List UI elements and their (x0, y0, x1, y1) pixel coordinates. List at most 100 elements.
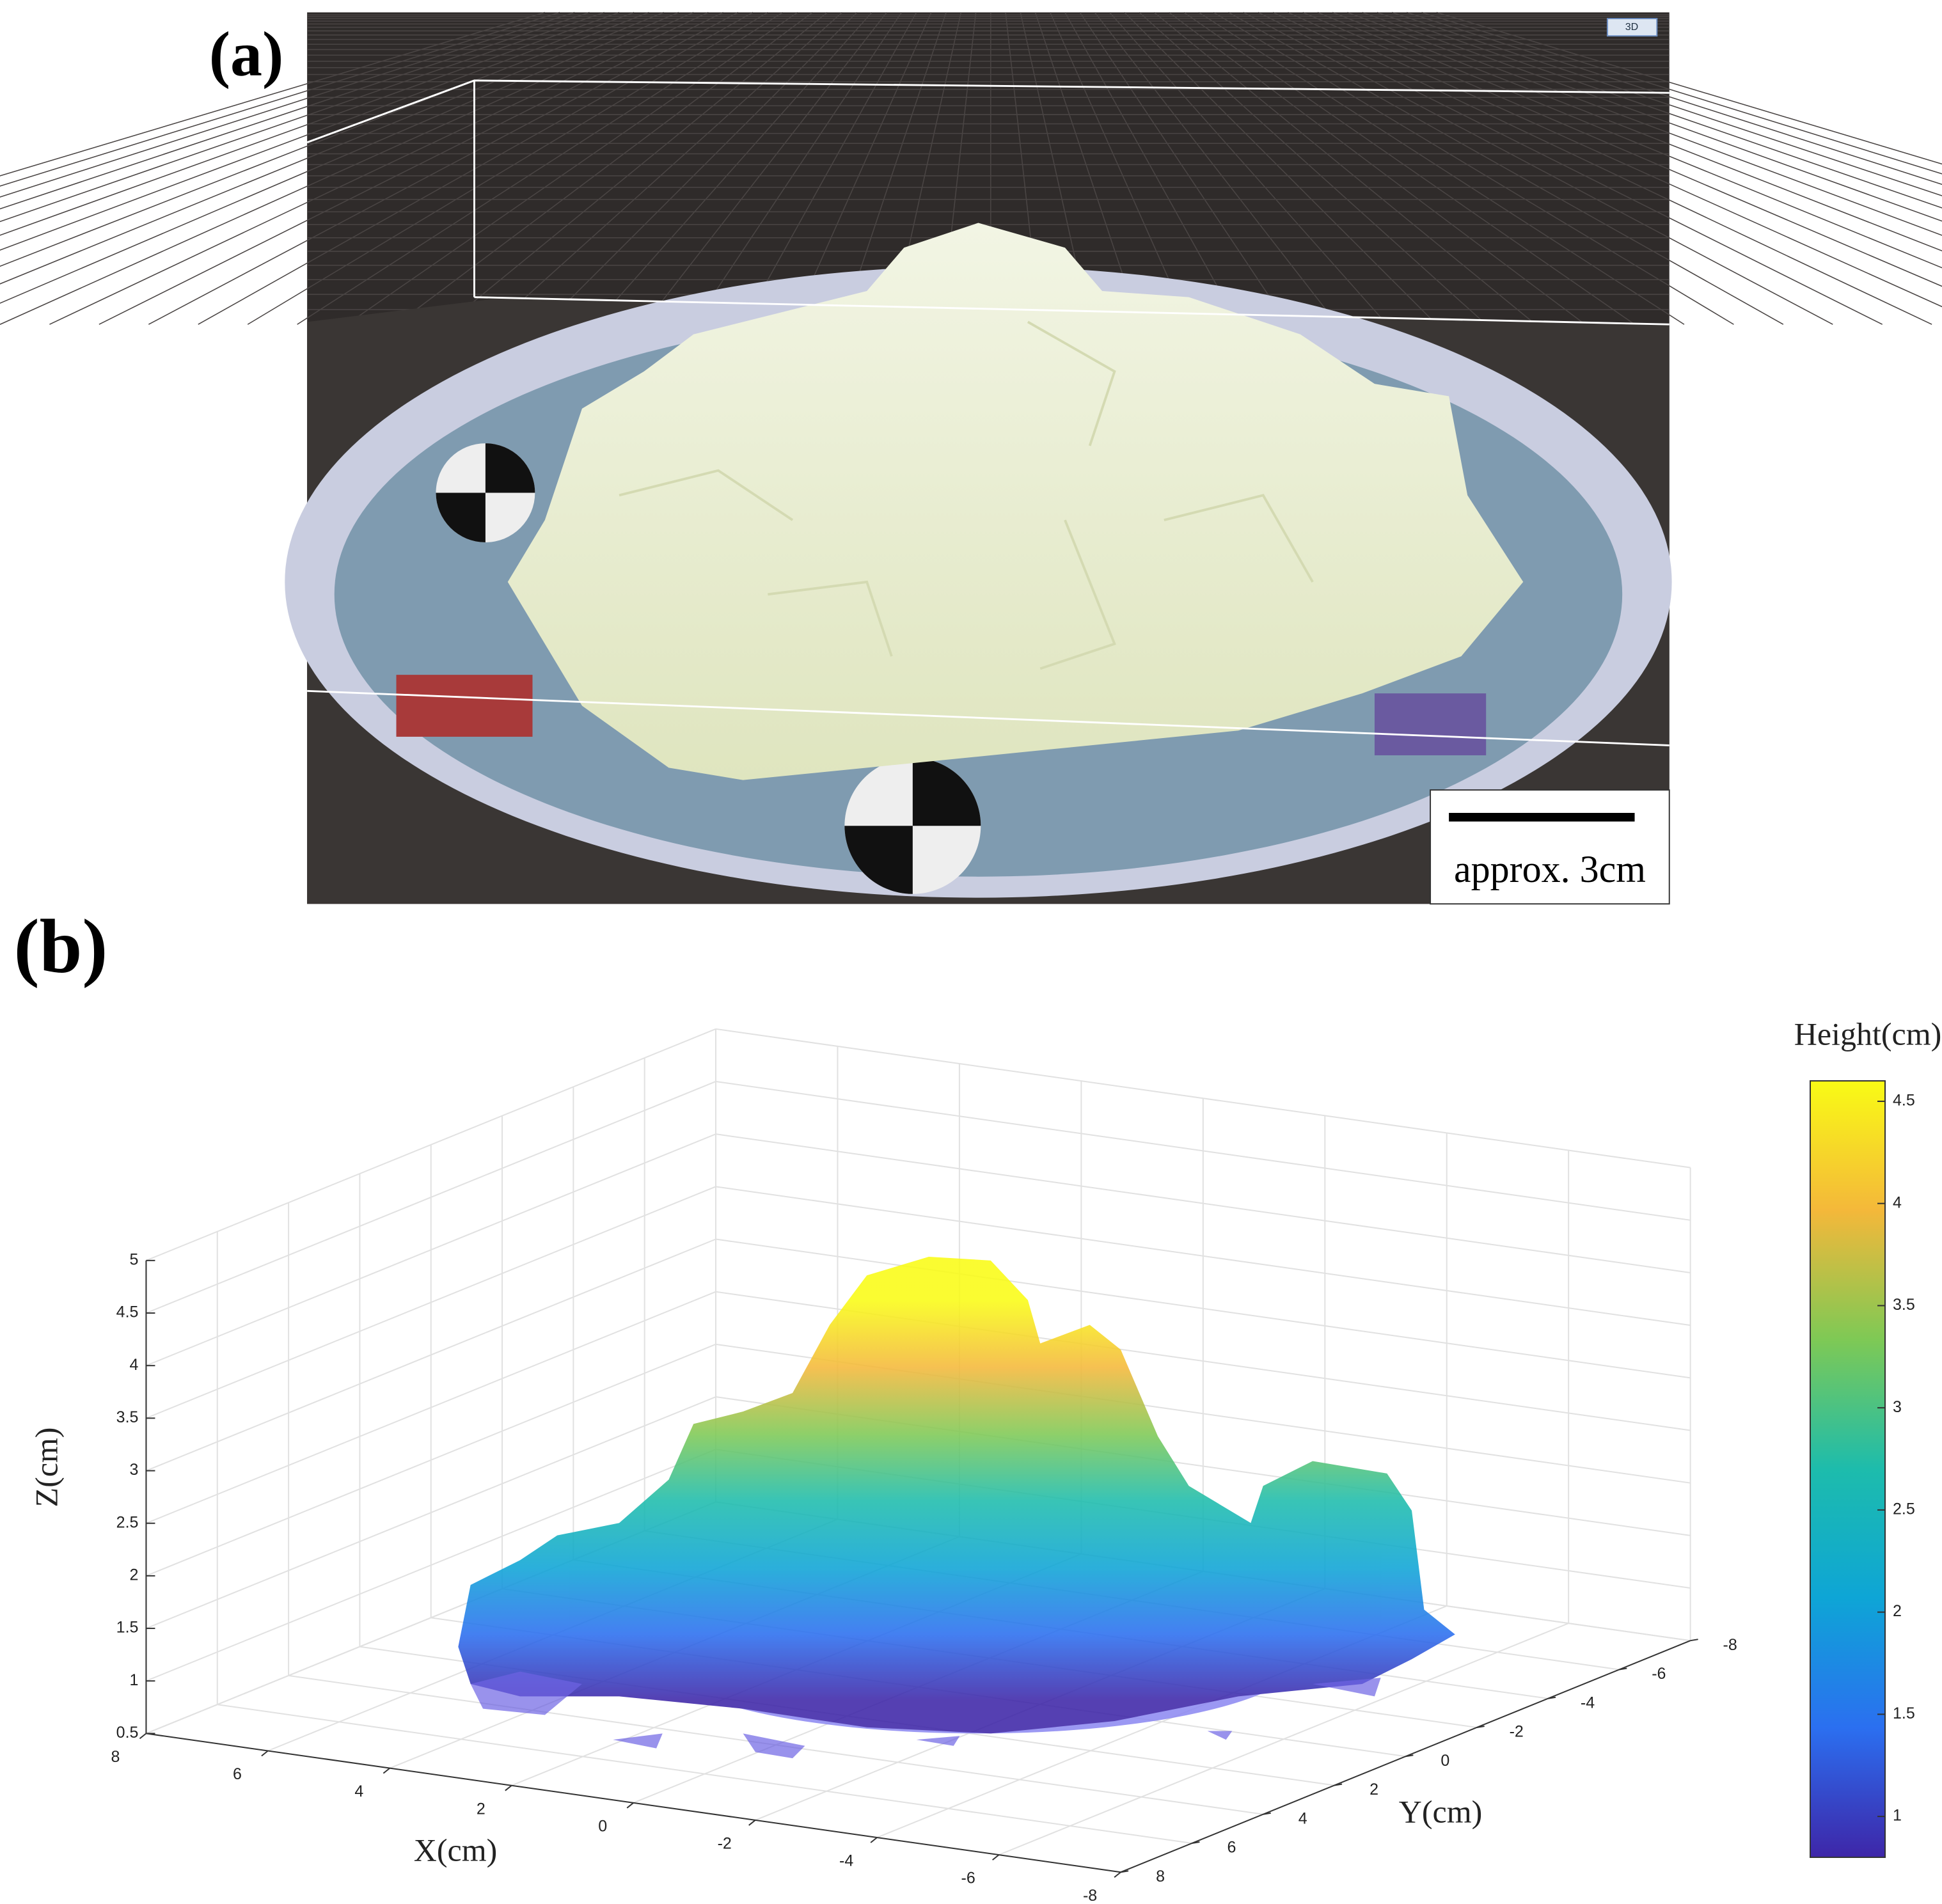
photo-grid-line (742, 12, 917, 325)
photo-grid-line (1064, 12, 1239, 325)
photo (0, 12, 1942, 905)
colorbar-tick-label: 4 (1893, 1193, 1902, 1211)
grid-line (146, 1133, 716, 1367)
pile-detail (619, 320, 1314, 670)
x-tick-label: 4 (354, 1782, 363, 1800)
grid-line (217, 1704, 1192, 1844)
y-tick (1547, 1696, 1556, 1699)
photo-grid-line (247, 12, 768, 325)
x-tick-label: -2 (718, 1835, 732, 1853)
colorbar-tick-label: 1.5 (1893, 1704, 1915, 1722)
photo-grid-line (544, 12, 858, 325)
grid-line (146, 1238, 716, 1472)
surface-body (458, 1257, 1455, 1734)
photo-grid-line (643, 12, 887, 325)
grid-line (715, 1133, 1691, 1273)
x-tick-label: -4 (839, 1852, 853, 1870)
surface-fragments (470, 1671, 1381, 1759)
photo-grid-line (1391, 12, 1942, 196)
scale-bar-box (1430, 789, 1670, 905)
target-quadrant (844, 757, 981, 894)
photo-grid (0, 12, 1942, 325)
photo-grid-line (1421, 12, 1942, 175)
photo-grid-line (1272, 12, 1932, 325)
colorbar-tick-label: 3.5 (1893, 1296, 1915, 1314)
photo-grid-line (0, 12, 546, 177)
photo-grid-line (1169, 12, 1586, 325)
grid-line (146, 1291, 716, 1524)
x-tick-label: 6 (233, 1765, 242, 1783)
x-tick (1114, 1871, 1121, 1878)
x-tick (626, 1802, 634, 1809)
photo-grid-line (0, 12, 575, 198)
photo-grid-line (1139, 12, 1487, 325)
y-axis (1120, 1640, 1691, 1873)
z-tick-label: 0.5 (116, 1724, 139, 1742)
z-tick-label: 1 (130, 1671, 139, 1689)
view-badge-label: 3D (1625, 22, 1638, 33)
photo-grid-line (1034, 12, 1140, 325)
target-quadrant (436, 443, 535, 542)
grid-line (715, 1238, 1691, 1379)
photo-grid-line (1288, 12, 1942, 308)
grid-line (146, 1396, 716, 1629)
photo-grid-line (0, 12, 635, 251)
photo-grid-line (0, 12, 694, 325)
photo-grid-line (1079, 12, 1289, 325)
x-tick-label: 0 (598, 1817, 607, 1835)
photo-grid-line (1109, 12, 1387, 325)
photo-grid-line (0, 12, 649, 267)
z-tick-label: 4.5 (116, 1303, 139, 1321)
photo-grid-line (1436, 12, 1942, 165)
y-tick (1690, 1639, 1698, 1642)
x-tick (383, 1767, 390, 1774)
view-badge (1606, 18, 1658, 37)
y-tick (1334, 1783, 1343, 1786)
panel-label: (a) (209, 19, 284, 90)
photo-grid-line (148, 12, 739, 325)
photo-grid-line (396, 12, 813, 325)
colorbar-tick-label: 2.5 (1893, 1500, 1915, 1518)
photo-grid-line (0, 12, 590, 210)
y-axis-label: Y(cm) (1399, 1793, 1483, 1829)
y-tick (1619, 1667, 1627, 1671)
y-tick-label: 8 (1156, 1868, 1165, 1885)
x-axis-label: X(cm) (414, 1832, 498, 1868)
bounding-box (306, 79, 1670, 746)
photo-grid-line (1153, 12, 1536, 325)
colorbar-tick-label: 1 (1893, 1807, 1902, 1825)
color-patch (1374, 693, 1487, 755)
y-tick-label: 4 (1299, 1809, 1307, 1827)
z-tick-label: 2 (130, 1566, 139, 1584)
photo-grid-line (1317, 12, 1942, 269)
photo-grid-line (1407, 12, 1942, 185)
z-tick-label: 3.5 (116, 1408, 139, 1426)
x-tick (992, 1854, 1000, 1861)
z-tick-label: 3 (130, 1461, 139, 1479)
photo-grid-line (792, 12, 932, 325)
x-tick-label: 2 (477, 1800, 486, 1818)
powder-pile (507, 223, 1524, 780)
photo-grid-line (1332, 12, 1942, 252)
colorbar-tick-label: 4.5 (1893, 1092, 1915, 1110)
photo-grid-line (1050, 12, 1190, 325)
y-tick-label: -2 (1510, 1723, 1524, 1741)
surface (458, 1257, 1455, 1759)
colorbar-tick-label: 3 (1893, 1398, 1902, 1416)
photo-grid-line (1347, 12, 1942, 236)
photo-grid-line (198, 12, 754, 325)
photo-grid-line (1228, 12, 1784, 325)
photo-grid-line (297, 12, 783, 325)
grid-line (146, 1028, 716, 1261)
photo-grid-line (1124, 12, 1437, 325)
colorbar-label: Height(cm) (1794, 1016, 1941, 1051)
photo-grid-line (1362, 12, 1942, 222)
grid-line (715, 1080, 1691, 1221)
grid-line (715, 1186, 1691, 1326)
grid-line (146, 1449, 716, 1682)
scale-bar-label: approx. 3cm (1454, 848, 1646, 890)
y-tick-label: 0 (1441, 1752, 1449, 1770)
photo-grid-line (99, 12, 723, 325)
y-tick (1476, 1725, 1485, 1728)
